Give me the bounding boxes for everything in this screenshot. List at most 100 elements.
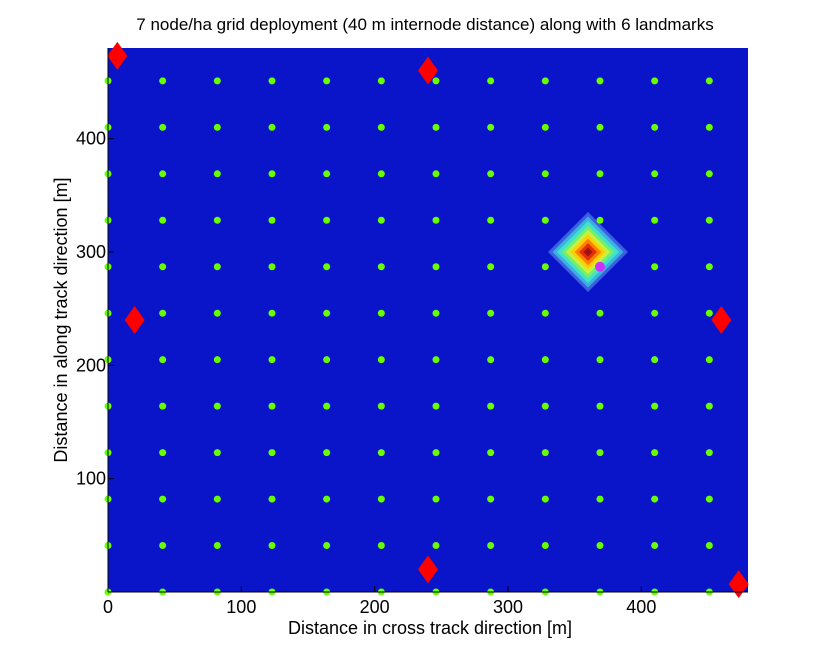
sensor-node-point [487,216,495,224]
sensor-node-point [268,356,276,364]
sensor-node-point [651,216,659,224]
sensor-node-point [432,495,440,503]
axes: 0 100 200 300 400 100 200 300 400 [76,48,748,617]
sensor-node-point [596,77,604,85]
sensor-node-point [651,309,659,317]
sensor-node-point [268,402,276,410]
x-tick-label: 0 [103,597,113,617]
y-tick-label: 300 [76,242,106,262]
sensor-node-point [323,309,331,317]
sensor-node-point [432,449,440,457]
sensor-node-point [487,542,495,550]
sensor-node-point [377,356,385,364]
x-tick-label: 200 [360,597,390,617]
sensor-node-point [377,309,385,317]
y-axis-label: Distance in along track direction [m] [51,177,71,462]
sensor-node-point [651,402,659,410]
sensor-node-point [651,123,659,131]
sensor-node-point [377,449,385,457]
sensor-node-point [377,542,385,550]
sensor-node-point [159,263,167,271]
sensor-node-point [268,263,276,271]
sensor-node-point [159,495,167,503]
sensor-node-point [705,216,713,224]
sensor-node-point [213,356,221,364]
sensor-node-point [432,216,440,224]
sensor-node-point [377,402,385,410]
landmark-diamond [728,570,749,599]
sensor-node-point [159,123,167,131]
sensor-node-point [159,402,167,410]
sensor-node-point [705,123,713,131]
sensor-node-point [541,449,549,457]
sensor-node-point [268,170,276,178]
sensor-node-point [705,402,713,410]
sensor-node-point [268,449,276,457]
sensor-node-point [268,495,276,503]
sensor-node-point [323,356,331,364]
sensor-node-point [705,542,713,550]
sensor-node-point [159,542,167,550]
sensor-node-point [541,542,549,550]
sensor-node-point [213,309,221,317]
sensor-node-point [432,542,440,550]
sensor-node-point [323,77,331,85]
sensor-node-point [487,356,495,364]
sensor-node-point [596,542,604,550]
sensor-node-point [705,356,713,364]
sensor-node-point [596,216,604,224]
sensor-node-point [159,449,167,457]
sensor-node-point [541,216,549,224]
sensor-node-point [323,449,331,457]
y-tick-label: 400 [76,129,106,149]
chart-marks [104,41,749,599]
x-axis-label: Distance in cross track direction [m] [288,618,572,638]
sensor-node-point [268,77,276,85]
sensor-node-point [541,77,549,85]
landmark-diamond [124,306,145,334]
sensor-node-point [541,402,549,410]
sensor-node-point [596,309,604,317]
landmark-diamond [418,555,438,584]
sensor-node-point [705,170,713,178]
sensor-node-point [377,263,385,271]
sensor-node-point [541,123,549,131]
sensor-node-point [377,170,385,178]
sensor-node-point [541,263,549,271]
sensor-node-point [323,542,331,550]
sensor-node-point [432,402,440,410]
sensor-node-point [651,77,659,85]
landmark-diamond [107,41,128,70]
sensor-node-point [268,309,276,317]
sensor-node-point [432,77,440,85]
sensor-node-point [159,170,167,178]
sensor-node-point [377,123,385,131]
sensor-node-point [705,309,713,317]
sensor-node-point [705,449,713,457]
sensor-node-point [377,495,385,503]
sensor-node-point [213,449,221,457]
sensor-node-point [159,309,167,317]
sensor-node-point [487,402,495,410]
sensor-node-point [213,495,221,503]
density-contour [583,247,593,257]
sensor-node-point [651,495,659,503]
sensor-node-point [432,356,440,364]
sensor-node-point [487,309,495,317]
sensor-node-point [213,123,221,131]
sensor-node-point [159,77,167,85]
sensor-node-point [596,123,604,131]
sensor-node-point [323,170,331,178]
sensor-node-point [323,123,331,131]
sensor-node-point [213,170,221,178]
sensor-node-point [487,123,495,131]
sensor-node-point [159,356,167,364]
x-tick-label: 400 [626,597,656,617]
sensor-node-point [651,542,659,550]
sensor-node-point [432,170,440,178]
sensor-node-point [705,263,713,271]
sensor-node-point [651,356,659,364]
sensor-node-point [432,309,440,317]
sensor-node-point [651,263,659,271]
x-tick-label: 100 [226,597,256,617]
